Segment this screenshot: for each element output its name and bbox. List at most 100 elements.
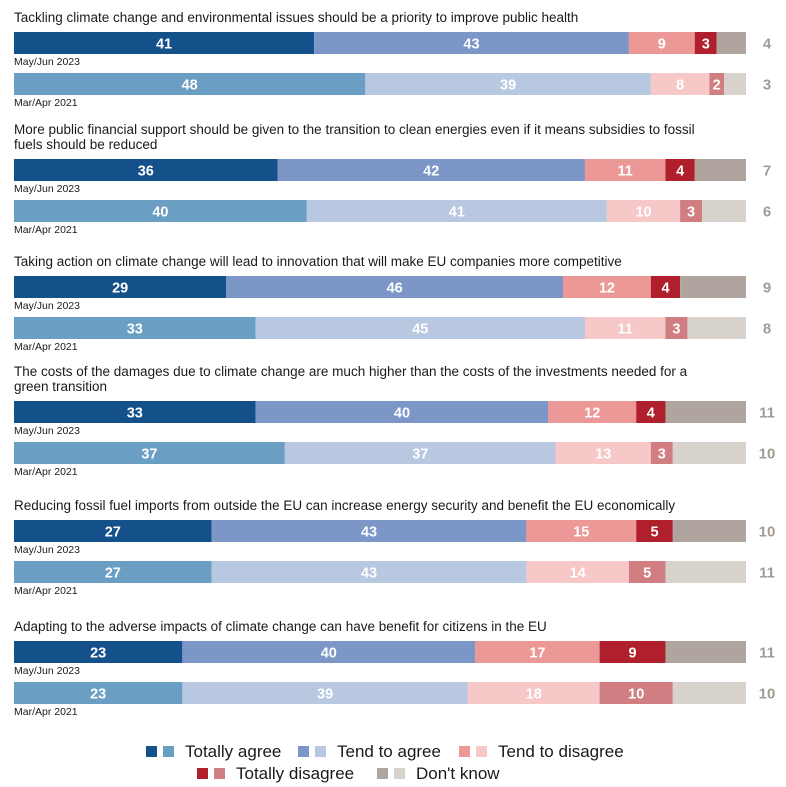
data-label-totally-disagree: 3 <box>672 322 680 338</box>
bar-don-t-know <box>672 682 746 704</box>
data-label-totally-disagree: 3 <box>702 37 710 53</box>
wave-label: Mar/Apr 2021 <box>14 706 78 718</box>
data-label-tend-to-disagree: 15 <box>573 525 589 541</box>
data-label-totally-agree: 40 <box>152 205 168 221</box>
legend-swatch-tend-to-disagree-2023 <box>459 746 470 757</box>
bar-tend-to-agree <box>277 159 585 181</box>
wave-label: May/Jun 2023 <box>14 544 80 556</box>
bar-totally-agree <box>14 641 183 663</box>
bar-totally-agree <box>14 73 366 95</box>
data-label-tend-to-disagree: 18 <box>526 687 542 703</box>
bar-tend-to-agree <box>211 520 527 542</box>
bar-tend-to-disagree <box>628 32 695 54</box>
data-label-totally-agree: 27 <box>105 525 121 541</box>
bar-totally-agree <box>14 520 212 542</box>
wave-label: Mar/Apr 2021 <box>14 97 78 109</box>
wave-label: Mar/Apr 2021 <box>14 466 78 478</box>
legend-swatch-totally-agree-2023 <box>146 746 157 757</box>
data-label-tend-to-agree: 46 <box>387 281 403 297</box>
data-label-tend-to-agree: 40 <box>321 646 337 662</box>
bar-don-t-know <box>702 200 746 222</box>
bar-tend-to-disagree <box>475 641 600 663</box>
data-label-tend-to-disagree: 17 <box>529 646 545 662</box>
wave-label: May/Jun 2023 <box>14 56 80 68</box>
data-label-tend-to-disagree: 13 <box>595 447 611 463</box>
legend-swatch-tend-to-agree-2021 <box>315 746 326 757</box>
bar-totally-agree <box>14 561 212 583</box>
legend-label-tend-to-agree: Tend to agree <box>337 742 441 761</box>
bar-totally-disagree <box>694 32 717 54</box>
data-label-tend-to-agree: 42 <box>423 164 439 180</box>
bar-don-t-know <box>665 641 746 663</box>
legend-label-tend-to-disagree: Tend to disagree <box>498 742 624 761</box>
bar-totally-agree <box>14 32 315 54</box>
bar-totally-disagree <box>650 442 673 464</box>
data-label-totally-disagree: 5 <box>643 566 651 582</box>
data-label-tend-to-agree: 40 <box>394 406 410 422</box>
question-text-1: Tackling climate change and environmenta… <box>14 10 578 25</box>
data-label-totally-disagree: 4 <box>647 406 655 422</box>
bar-tend-to-disagree <box>584 317 666 339</box>
bar-totally-disagree <box>665 317 688 339</box>
data-label-totally-agree: 41 <box>156 37 172 53</box>
bar-tend-to-disagree <box>584 159 666 181</box>
data-label-dont-know: 8 <box>763 321 771 338</box>
bar-totally-agree <box>14 682 183 704</box>
wave-label: May/Jun 2023 <box>14 300 80 312</box>
bar-tend-to-agree <box>365 73 651 95</box>
bar-totally-disagree <box>650 276 681 298</box>
wave-label: Mar/Apr 2021 <box>14 224 78 236</box>
bar-totally-agree <box>14 442 285 464</box>
bar-totally-agree <box>14 401 256 423</box>
data-label-dont-know: 10 <box>759 524 776 541</box>
data-label-tend-to-agree: 43 <box>463 37 479 53</box>
data-label-totally-disagree: 4 <box>661 281 669 297</box>
question-text-3: Taking action on climate change will lea… <box>14 254 622 269</box>
data-label-tend-to-disagree: 8 <box>676 78 684 94</box>
bar-don-t-know <box>687 317 746 339</box>
legend-swatch-totally-agree-2021 <box>163 746 174 757</box>
wave-label: May/Jun 2023 <box>14 183 80 195</box>
data-label-totally-agree: 23 <box>90 646 106 662</box>
legend-swatch-don-t-know-2021 <box>394 768 405 779</box>
data-label-totally-disagree: 5 <box>650 525 658 541</box>
bar-tend-to-agree <box>284 442 556 464</box>
bar-totally-disagree <box>628 561 666 583</box>
data-label-dont-know: 4 <box>763 36 772 53</box>
bar-totally-disagree <box>636 520 673 542</box>
data-label-tend-to-disagree: 12 <box>599 281 615 297</box>
data-label-dont-know: 7 <box>763 163 771 180</box>
data-label-tend-to-agree: 37 <box>412 447 428 463</box>
bar-totally-disagree <box>709 73 725 95</box>
legend-label-totally-disagree: Totally disagree <box>236 764 354 783</box>
data-label-totally-disagree: 2 <box>713 78 721 94</box>
bar-totally-disagree <box>599 682 673 704</box>
question-text-5: Reducing fossil fuel imports from outsid… <box>14 498 675 513</box>
data-label-tend-to-agree: 45 <box>412 322 428 338</box>
bar-don-t-know <box>665 401 746 423</box>
data-label-tend-to-disagree: 11 <box>618 322 633 338</box>
data-label-tend-to-agree: 43 <box>361 566 377 582</box>
data-label-totally-disagree: 3 <box>658 447 666 463</box>
data-label-totally-disagree: 3 <box>687 205 695 221</box>
question-text-6: Adapting to the adverse impacts of clima… <box>14 619 547 634</box>
question-text-4: The costs of the damages due to climate … <box>14 364 688 379</box>
data-label-totally-disagree: 4 <box>676 164 684 180</box>
legend-swatch-totally-disagree-2021 <box>214 768 225 779</box>
bar-totally-disagree <box>636 401 666 423</box>
bar-tend-to-disagree <box>467 682 600 704</box>
bar-tend-to-disagree <box>555 442 651 464</box>
data-label-dont-know: 3 <box>763 77 771 94</box>
data-label-totally-disagree: 10 <box>628 687 644 703</box>
bar-totally-disagree <box>665 159 695 181</box>
legend-swatch-totally-disagree-2023 <box>197 768 208 779</box>
bar-tend-to-disagree <box>606 200 681 222</box>
bar-totally-disagree <box>599 641 666 663</box>
bar-tend-to-agree <box>182 641 476 663</box>
data-label-dont-know: 10 <box>759 446 776 463</box>
question-text-2: More public financial support should be … <box>14 122 695 137</box>
bar-tend-to-agree <box>255 401 549 423</box>
data-label-tend-to-agree: 43 <box>361 525 377 541</box>
legend-label-totally-agree: Totally agree <box>185 742 281 761</box>
